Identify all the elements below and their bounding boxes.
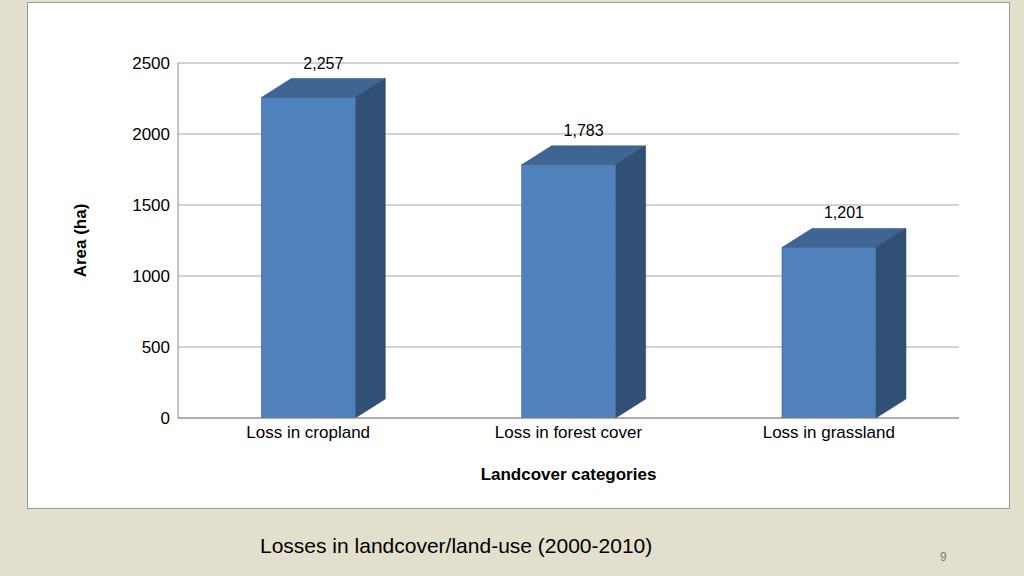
svg-text:0: 0 <box>161 409 170 428</box>
svg-text:2500: 2500 <box>132 54 170 73</box>
svg-text:1,783: 1,783 <box>564 122 604 139</box>
svg-text:1000: 1000 <box>132 267 170 286</box>
svg-text:Loss in grassland: Loss in grassland <box>763 423 895 442</box>
svg-text:Area (ha): Area (ha) <box>71 204 90 278</box>
svg-text:Landcover categories: Landcover categories <box>481 465 657 484</box>
svg-text:500: 500 <box>142 338 170 357</box>
svg-text:Loss in cropland: Loss in cropland <box>246 423 370 442</box>
svg-text:Loss in forest cover: Loss in forest cover <box>495 423 643 442</box>
svg-text:2000: 2000 <box>132 125 170 144</box>
svg-text:1,201: 1,201 <box>824 204 864 221</box>
svg-text:1500: 1500 <box>132 196 170 215</box>
svg-text:2,257: 2,257 <box>303 55 343 72</box>
html-text:Losses in landcover/land-use (: Losses in landcover/land-use (2000-2010) <box>260 534 653 557</box>
html-text:9: 9 <box>940 550 947 564</box>
